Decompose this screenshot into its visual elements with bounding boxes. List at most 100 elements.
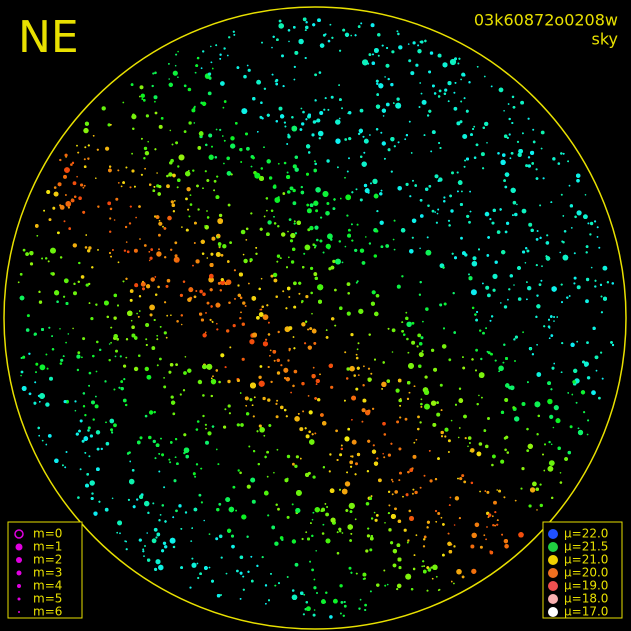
star (391, 50, 395, 54)
star (177, 50, 179, 53)
star (72, 181, 77, 186)
star (531, 162, 534, 165)
star (410, 71, 415, 76)
star (159, 514, 162, 516)
star (243, 74, 247, 79)
star (539, 204, 542, 207)
star (163, 377, 166, 379)
star (267, 220, 272, 225)
star (539, 503, 543, 508)
star (142, 287, 145, 291)
star (350, 34, 353, 37)
star (210, 305, 213, 308)
star (306, 144, 311, 149)
star (463, 165, 466, 168)
star (109, 418, 115, 424)
star (340, 601, 344, 604)
star (337, 166, 339, 169)
star (538, 283, 542, 286)
star (125, 338, 129, 341)
star (34, 381, 37, 384)
star (171, 203, 176, 207)
star (97, 205, 100, 208)
star (146, 375, 152, 380)
star (314, 244, 317, 247)
star (183, 447, 190, 453)
star (481, 396, 483, 399)
star (193, 106, 196, 109)
star (86, 473, 89, 476)
star (392, 563, 397, 568)
star (384, 157, 386, 160)
star (311, 518, 314, 521)
star (457, 62, 460, 65)
star (276, 254, 281, 258)
star (594, 279, 597, 282)
star (440, 516, 443, 519)
star (276, 260, 279, 263)
star (263, 146, 265, 148)
star (324, 97, 327, 100)
star (313, 160, 316, 163)
star (423, 565, 425, 567)
star (301, 322, 306, 327)
star (510, 187, 516, 193)
star (405, 182, 409, 186)
star (294, 416, 300, 422)
star (357, 132, 361, 136)
star (76, 354, 81, 359)
star (458, 517, 461, 520)
star (547, 466, 554, 472)
star (139, 95, 141, 98)
magnitude-label: m=2 (33, 553, 62, 567)
star (243, 258, 248, 264)
star (316, 118, 321, 123)
star (327, 108, 330, 111)
star (571, 393, 574, 396)
star (323, 108, 326, 111)
star (164, 256, 167, 259)
star (312, 613, 316, 617)
star (246, 146, 250, 151)
star (317, 284, 324, 291)
star (434, 211, 437, 213)
star (278, 106, 283, 111)
star (156, 251, 162, 257)
star (379, 192, 383, 196)
star (93, 511, 98, 516)
star (560, 283, 563, 286)
star (438, 588, 441, 591)
star (136, 312, 138, 315)
star (405, 316, 409, 320)
star (83, 127, 89, 134)
star (305, 434, 310, 439)
star (358, 128, 363, 133)
star (112, 249, 114, 251)
star (252, 415, 255, 418)
star (148, 435, 152, 440)
star (392, 549, 397, 554)
star (197, 146, 202, 150)
star (239, 471, 242, 475)
star (180, 528, 183, 530)
star (235, 509, 237, 512)
star (559, 481, 563, 484)
star (240, 311, 242, 314)
star (158, 219, 161, 222)
star (439, 303, 443, 307)
star (362, 384, 365, 387)
star (166, 184, 170, 189)
star (152, 439, 156, 444)
star (174, 241, 178, 245)
star (167, 215, 172, 221)
star (276, 448, 279, 451)
star (347, 524, 353, 530)
star (374, 311, 379, 317)
sky-brightness-marker (548, 529, 558, 539)
star (140, 173, 143, 176)
star (140, 281, 146, 287)
star (62, 464, 64, 467)
star (381, 108, 386, 113)
star (184, 356, 187, 358)
star (330, 238, 333, 241)
